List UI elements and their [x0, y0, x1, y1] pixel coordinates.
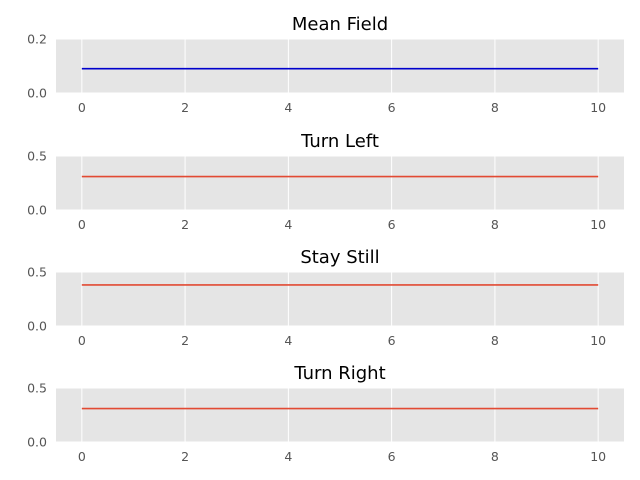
- panel-2-y-tick-label: 0.5: [27, 149, 47, 164]
- panel-1-x-tick-label: 4: [284, 100, 292, 115]
- panel-1-x-tick-label: 10: [590, 100, 606, 115]
- panel-2-y-tick-label: 0.0: [27, 203, 47, 218]
- panel-2-x-tick-label: 2: [181, 217, 189, 232]
- panel-2-x-tick-label: 0: [78, 217, 86, 232]
- subplot-stay-still: Stay Still 0 2 4 6 8 10 0.0 0.5: [27, 247, 624, 348]
- panel-2-title: Turn Left: [300, 131, 379, 152]
- panel-4-plot-area: [56, 388, 624, 442]
- panel-2-x-tick-label: 8: [491, 217, 499, 232]
- panel-1-y-tick-label: 0.2: [27, 32, 47, 47]
- subplot-turn-right: Turn Right 0 2 4 6 8 10 0.0 0.5: [27, 363, 624, 464]
- panel-4-x-tick-label: 10: [590, 449, 606, 464]
- panel-4-y-tick-label: 0.0: [27, 435, 47, 450]
- panel-3-y-tick-label: 0.5: [27, 265, 47, 280]
- panel-3-y-tick-label: 0.0: [27, 319, 47, 334]
- panel-4-title: Turn Right: [293, 363, 385, 384]
- panel-3-x-tick-label: 8: [491, 333, 499, 348]
- panel-2-x-tick-label: 10: [590, 217, 606, 232]
- panel-1-y-tick-label: 0.0: [27, 86, 47, 101]
- panel-2-x-tick-label: 4: [284, 217, 292, 232]
- panel-4-x-tick-label: 6: [388, 449, 396, 464]
- panel-3-x-tick-label: 2: [181, 333, 189, 348]
- panel-3-x-tick-label: 4: [284, 333, 292, 348]
- panel-3-plot-area: [56, 272, 624, 326]
- panel-4-x-tick-label: 2: [181, 449, 189, 464]
- panel-2-x-tick-label: 6: [388, 217, 396, 232]
- panel-4-x-tick-label: 0: [78, 449, 86, 464]
- panel-3-title: Stay Still: [300, 247, 379, 268]
- subplot-turn-left: Turn Left 0 2 4 6 8 10 0.0 0.5: [27, 131, 624, 232]
- panel-3-x-tick-label: 6: [388, 333, 396, 348]
- panel-3-x-tick-label: 0: [78, 333, 86, 348]
- panel-1-title: Mean Field: [292, 14, 388, 35]
- panel-1-plot-area: [56, 39, 624, 93]
- panel-4-x-tick-label: 8: [491, 449, 499, 464]
- panel-3-x-tick-label: 10: [590, 333, 606, 348]
- panel-1-x-tick-label: 8: [491, 100, 499, 115]
- panel-4-x-tick-label: 4: [284, 449, 292, 464]
- panel-4-y-tick-label: 0.5: [27, 381, 47, 396]
- subplot-mean-field: Mean Field 0 2 4 6 8 10 0.0 0.2: [27, 14, 624, 115]
- panel-1-x-tick-label: 0: [78, 100, 86, 115]
- panel-2-plot-area: [56, 156, 624, 210]
- panel-1-x-tick-label: 2: [181, 100, 189, 115]
- panel-1-x-tick-label: 6: [388, 100, 396, 115]
